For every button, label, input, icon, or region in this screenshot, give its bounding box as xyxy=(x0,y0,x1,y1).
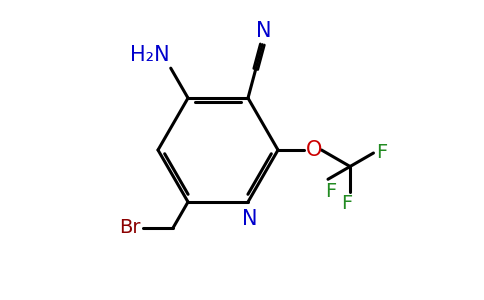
Text: N: N xyxy=(256,21,272,41)
Text: N: N xyxy=(242,208,257,229)
Text: F: F xyxy=(341,194,353,213)
Text: F: F xyxy=(325,182,336,201)
Text: H₂N: H₂N xyxy=(130,45,169,64)
Text: Br: Br xyxy=(119,218,140,237)
Text: O: O xyxy=(306,140,322,160)
Text: F: F xyxy=(376,143,387,163)
